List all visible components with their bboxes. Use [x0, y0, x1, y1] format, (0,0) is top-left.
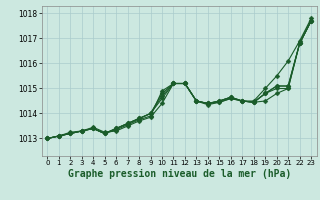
X-axis label: Graphe pression niveau de la mer (hPa): Graphe pression niveau de la mer (hPa) [68, 169, 291, 179]
